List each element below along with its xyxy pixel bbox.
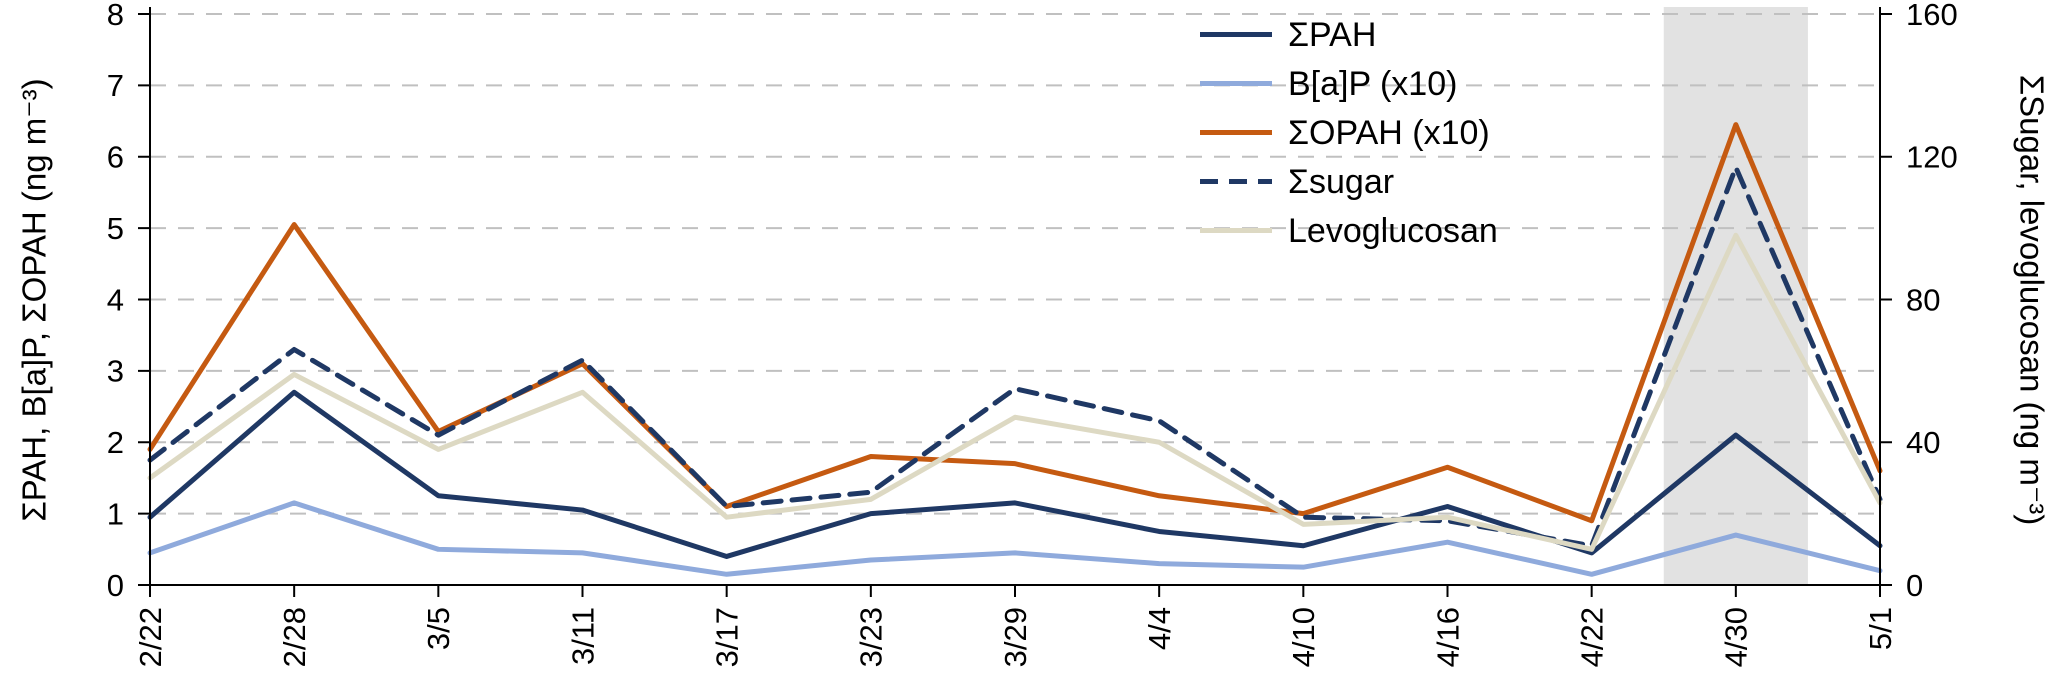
svg-text:120: 120 bbox=[1906, 140, 1958, 175]
legend-swatch-opah bbox=[1200, 130, 1272, 135]
svg-text:8: 8 bbox=[107, 0, 124, 32]
svg-text:0: 0 bbox=[1906, 568, 1923, 603]
legend-swatch-pah bbox=[1200, 32, 1272, 37]
svg-text:160: 160 bbox=[1906, 0, 1958, 32]
svg-text:2/28: 2/28 bbox=[277, 607, 312, 667]
svg-text:0: 0 bbox=[107, 568, 124, 603]
svg-text:3/11: 3/11 bbox=[565, 607, 600, 665]
svg-text:3/23: 3/23 bbox=[854, 607, 889, 667]
legend-label-bap: B[a]P (x10) bbox=[1288, 64, 1458, 103]
svg-text:3/17: 3/17 bbox=[710, 607, 745, 667]
svg-text:5/1: 5/1 bbox=[1863, 607, 1898, 650]
legend-swatch-bap bbox=[1200, 81, 1272, 86]
legend: ΣPAH B[a]P (x10) ΣOPAH (x10) Σsugar Levo… bbox=[1200, 10, 1498, 255]
svg-text:3: 3 bbox=[107, 354, 124, 389]
legend-label-sugar: Σsugar bbox=[1288, 162, 1395, 201]
svg-text:2/22: 2/22 bbox=[133, 607, 168, 667]
legend-item-pah: ΣPAH bbox=[1200, 10, 1498, 59]
legend-label-levoglucosan: Levoglucosan bbox=[1288, 211, 1498, 250]
svg-text:5: 5 bbox=[107, 211, 124, 246]
svg-text:40: 40 bbox=[1906, 425, 1940, 460]
svg-text:2: 2 bbox=[107, 425, 124, 460]
legend-item-sugar: Σsugar bbox=[1200, 157, 1498, 206]
legend-item-opah: ΣOPAH (x10) bbox=[1200, 108, 1498, 157]
svg-text:3/5: 3/5 bbox=[421, 607, 456, 650]
svg-text:4/4: 4/4 bbox=[1142, 607, 1177, 650]
svg-text:80: 80 bbox=[1906, 282, 1940, 317]
left-axis-title: ΣPAH, B[a]P, ΣOPAH (ng m⁻³) bbox=[15, 78, 53, 522]
svg-text:4/30: 4/30 bbox=[1719, 607, 1754, 667]
legend-item-levoglucosan: Levoglucosan bbox=[1200, 206, 1498, 255]
svg-text:4/22: 4/22 bbox=[1575, 607, 1610, 667]
right-axis-title: ΣSugar, levoglucosan (ng m⁻³) bbox=[2013, 74, 2051, 526]
svg-text:1: 1 bbox=[107, 496, 124, 531]
svg-text:4: 4 bbox=[107, 282, 124, 317]
legend-swatch-sugar bbox=[1200, 179, 1272, 184]
legend-label-pah: ΣPAH bbox=[1288, 15, 1377, 54]
svg-text:4/16: 4/16 bbox=[1430, 607, 1465, 667]
svg-text:7: 7 bbox=[107, 68, 124, 103]
svg-text:6: 6 bbox=[107, 140, 124, 175]
legend-label-opah: ΣOPAH (x10) bbox=[1288, 113, 1490, 152]
svg-text:4/10: 4/10 bbox=[1286, 607, 1321, 667]
svg-text:3/29: 3/29 bbox=[998, 607, 1033, 667]
legend-item-bap: B[a]P (x10) bbox=[1200, 59, 1498, 108]
legend-swatch-levoglucosan bbox=[1200, 228, 1272, 233]
